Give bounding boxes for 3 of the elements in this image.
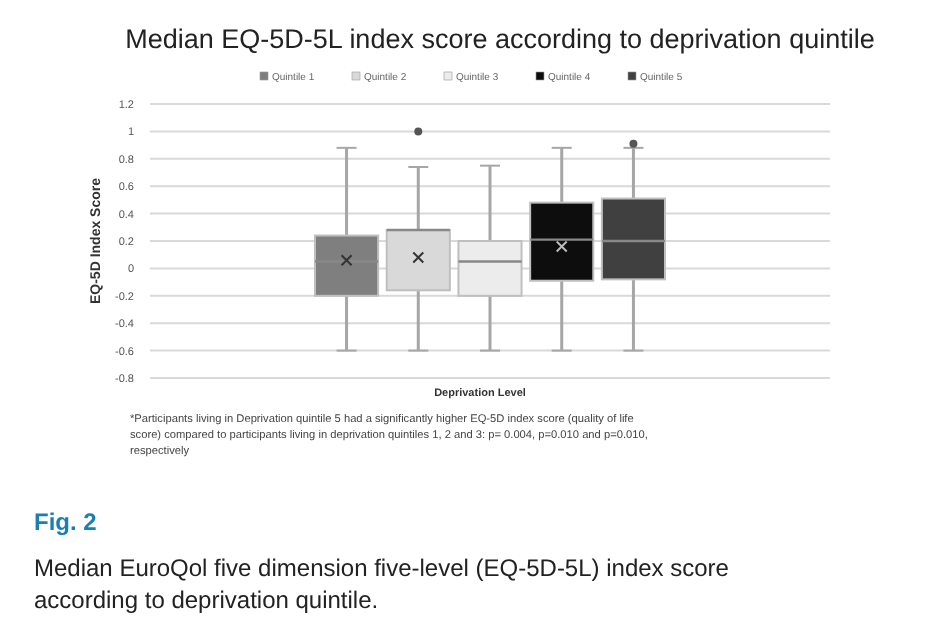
caption: Fig. 2 <box>34 508 98 536</box>
chart-title: Median EQ-5D-5L index score according to deprivation quintile <box>125 24 875 54</box>
text: Median EuroQol five dimension five-level (EQ-5D-5L) index score according to deprivation quintile. <box>34 554 730 614</box>
